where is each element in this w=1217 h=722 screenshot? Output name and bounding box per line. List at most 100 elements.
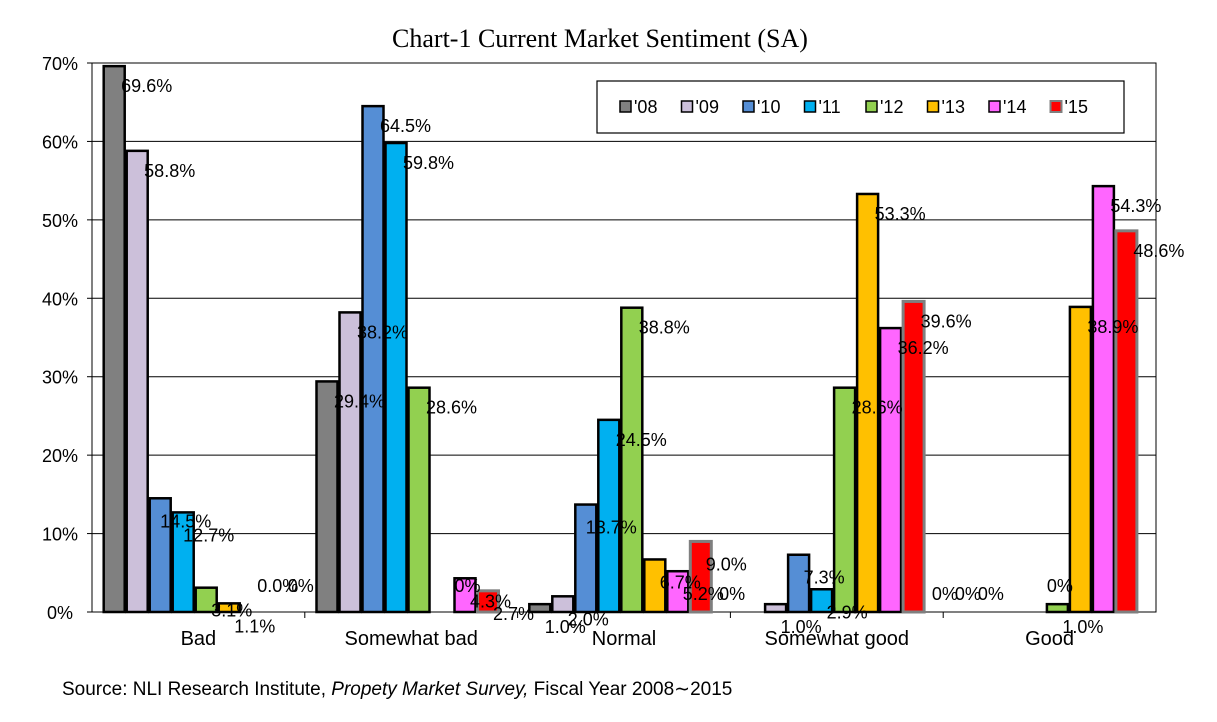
data-label: 48.6%	[1133, 241, 1184, 261]
data-labels: 69.6%58.8%14.5%12.7%3.1%1.1%0.0%0%29.4%3…	[121, 76, 1184, 637]
legend-swatch	[865, 100, 878, 113]
data-label: 0%	[978, 584, 1004, 604]
bar	[453, 577, 477, 614]
chart-title: Chart-1 Current Market Sentiment (SA)	[392, 24, 808, 53]
bar	[217, 602, 241, 614]
data-label: 29.4%	[334, 391, 385, 411]
bar	[384, 141, 408, 614]
data-label: 2.0%	[568, 609, 609, 629]
data-label: 39.6%	[921, 311, 972, 331]
bar	[643, 558, 667, 614]
bar	[361, 104, 385, 614]
bar	[148, 497, 172, 614]
bars	[102, 64, 1139, 614]
bar	[574, 503, 598, 614]
data-label: 5.2%	[683, 584, 724, 604]
data-label: 53.3%	[875, 204, 926, 224]
data-label: 3.1%	[211, 601, 252, 621]
y-tick-label: 20%	[42, 446, 78, 466]
legend-label: '11	[819, 97, 841, 117]
data-label: 59.8%	[403, 153, 454, 173]
bar	[476, 589, 501, 614]
data-label: 0%	[955, 584, 981, 604]
bar	[597, 418, 621, 614]
bar	[102, 64, 126, 614]
data-label: 0%	[454, 576, 480, 596]
y-tick-label: 30%	[42, 368, 78, 388]
bar	[1114, 229, 1139, 614]
y-tick-label: 50%	[42, 211, 78, 231]
bar	[809, 588, 834, 614]
bar	[666, 569, 690, 614]
legend-label: '13	[942, 97, 965, 117]
x-category-label: Somewhat bad	[344, 628, 477, 650]
bar	[551, 595, 575, 614]
bar	[171, 511, 195, 614]
x-category-label: Good	[1025, 628, 1074, 650]
bar	[407, 386, 431, 614]
bar	[194, 586, 218, 614]
y-tick-label: 10%	[42, 525, 78, 545]
data-label: 58.8%	[144, 161, 195, 181]
bar	[620, 306, 644, 614]
x-category-label: Somewhat good	[765, 628, 910, 650]
y-tick-label: 40%	[42, 289, 78, 309]
data-label: 7.3%	[804, 568, 845, 588]
data-label: 9.0%	[706, 554, 747, 574]
legend-label: '14	[1003, 97, 1026, 117]
data-label: 14.5%	[160, 511, 211, 531]
bar	[786, 553, 811, 614]
data-label: 6.7%	[660, 572, 701, 592]
bar	[901, 299, 926, 614]
data-label: 12.7%	[183, 525, 234, 545]
y-axis: 0% 10% 20% 30% 40% 50% 60% 70%	[42, 54, 92, 623]
legend-swatch	[680, 100, 694, 113]
legend: '08 '09 '10 '11 '12 '13 '14 '15	[596, 80, 1125, 134]
data-label: 69.6%	[121, 76, 172, 96]
data-label: 0%	[288, 576, 314, 596]
data-label: 38.9%	[1087, 317, 1138, 337]
bar	[878, 326, 903, 614]
bar	[1045, 602, 1070, 614]
legend-swatch	[926, 100, 940, 113]
legend-label: '15	[1065, 97, 1088, 117]
x-category-label: Normal	[592, 628, 656, 650]
bar	[125, 149, 149, 614]
y-tick-label: 60%	[42, 132, 78, 152]
legend-box	[596, 80, 1125, 134]
bar	[315, 380, 339, 614]
source-suffix: Fiscal Year 2008∼2015	[528, 679, 733, 700]
data-label: 38.8%	[639, 318, 690, 338]
data-label: 1.1%	[234, 616, 275, 636]
x-category-label: Bad	[181, 628, 217, 650]
data-label: 4.3%	[470, 591, 511, 611]
data-label: 64.5%	[380, 116, 431, 136]
legend-swatch	[803, 100, 817, 113]
legend-label: '12	[880, 97, 903, 117]
bar	[832, 386, 857, 614]
source-prefix: Source: NLI Research Institute,	[62, 679, 332, 700]
legend-swatch	[742, 100, 755, 113]
data-label: 0.0%	[257, 576, 298, 596]
data-label: 1.0%	[1062, 617, 1103, 637]
legend-label: '08	[634, 97, 657, 117]
data-label: 38.2%	[357, 322, 408, 342]
data-label: 13.7%	[586, 518, 637, 538]
legend-swatch	[619, 100, 632, 113]
y-tick-label: 0%	[47, 603, 73, 623]
source-title: Propety Market Survey,	[331, 679, 529, 700]
data-label: 2.7%	[493, 604, 534, 624]
data-label: 2.9%	[827, 602, 868, 622]
market-sentiment-chart: Chart-1 Current Market Sentiment (SA) 0%…	[42, 24, 1184, 650]
legend-swatch	[988, 100, 1001, 113]
bar	[1091, 184, 1116, 614]
legend-swatch	[1049, 100, 1063, 113]
data-label: 1.0%	[545, 617, 586, 637]
data-label: 0%	[1047, 576, 1073, 596]
data-label: 0%	[719, 584, 745, 604]
bar	[855, 192, 880, 614]
y-tick-label: 70%	[42, 54, 78, 74]
bar	[688, 539, 713, 614]
bar	[763, 602, 788, 614]
data-label: 54.3%	[1110, 196, 1161, 216]
